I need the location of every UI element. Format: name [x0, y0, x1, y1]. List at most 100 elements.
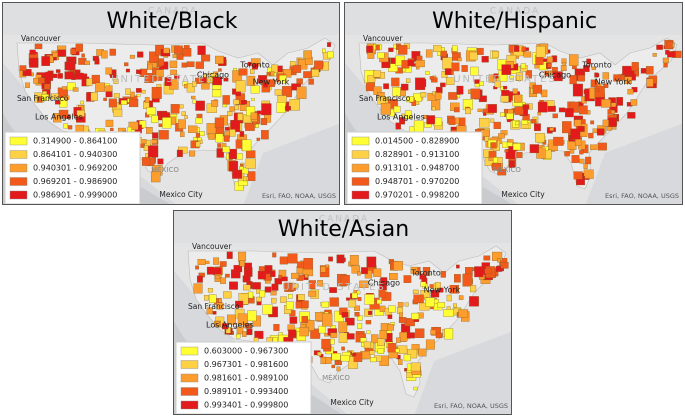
county: [299, 327, 309, 337]
county: [235, 300, 244, 308]
county: [234, 104, 239, 111]
county: [223, 77, 229, 82]
county: [101, 50, 108, 59]
county: [75, 72, 84, 80]
county: [223, 291, 232, 299]
place-label: Vancouver: [21, 34, 61, 43]
place-label: Mexico City: [501, 190, 545, 199]
county: [218, 298, 223, 303]
county: [222, 95, 230, 105]
county: [493, 156, 499, 164]
county: [303, 258, 313, 270]
county: [195, 77, 201, 84]
county: [505, 148, 516, 159]
attribution: Esri, FAO, NOAA, USGS: [262, 192, 336, 200]
county: [512, 143, 521, 151]
county: [109, 73, 117, 78]
county: [663, 62, 668, 68]
place-label: San Francisco: [359, 94, 411, 103]
county: [387, 343, 397, 353]
county: [29, 49, 36, 55]
county: [213, 267, 222, 276]
county: [529, 144, 540, 154]
county: [369, 350, 375, 355]
county: [325, 356, 332, 364]
county: [291, 272, 300, 279]
place-label: San Francisco: [17, 94, 69, 103]
county: [310, 328, 321, 339]
county: [579, 105, 588, 115]
county: [239, 131, 245, 137]
county: [163, 47, 170, 54]
county: [283, 69, 292, 78]
county: [272, 252, 277, 258]
county: [92, 55, 99, 61]
county: [55, 69, 61, 73]
county: [446, 306, 451, 310]
county: [603, 83, 609, 88]
county: [212, 89, 222, 98]
county: [229, 281, 238, 290]
county: [442, 57, 453, 70]
county: [240, 163, 244, 167]
county: [645, 66, 654, 75]
county: [215, 275, 221, 280]
county: [238, 68, 248, 76]
county: [594, 85, 605, 98]
county: [287, 253, 298, 264]
county: [451, 62, 460, 72]
legend-label: 0.014500 - 0.828900: [375, 137, 459, 146]
county: [220, 277, 226, 284]
county: [602, 119, 609, 127]
county: [109, 48, 116, 56]
county: [469, 296, 479, 307]
county: [477, 108, 482, 113]
county: [146, 107, 157, 115]
county: [583, 169, 594, 179]
county: [523, 51, 532, 58]
county: [308, 280, 316, 289]
place-label: Toronto: [410, 269, 441, 278]
county: [212, 311, 217, 315]
county: [613, 74, 621, 82]
county: [229, 106, 236, 112]
county: [204, 260, 210, 265]
county: [193, 283, 203, 294]
county: [137, 51, 144, 58]
county: [415, 328, 425, 338]
county: [232, 169, 243, 179]
county: [330, 332, 338, 338]
county: [537, 111, 541, 116]
county: [541, 89, 548, 98]
county: [113, 93, 120, 98]
county: [195, 141, 201, 148]
county: [500, 262, 509, 269]
county: [293, 283, 299, 289]
county: [215, 133, 224, 143]
county: [128, 121, 139, 130]
legend-swatch: [9, 150, 28, 159]
county: [216, 302, 224, 310]
county: [306, 320, 315, 331]
county: [453, 303, 457, 308]
county: [583, 89, 588, 95]
county: [289, 99, 300, 111]
county: [192, 81, 197, 87]
county: [590, 79, 598, 88]
county: [352, 353, 357, 357]
county: [508, 160, 515, 168]
county: [289, 61, 296, 67]
county: [377, 338, 385, 347]
place-label: UNITED STATES: [453, 74, 557, 85]
county: [314, 60, 324, 70]
county: [282, 86, 292, 98]
county: [141, 89, 146, 94]
county: [272, 337, 278, 343]
county: [397, 359, 403, 365]
county: [606, 126, 613, 131]
county: [247, 291, 254, 299]
county: [500, 95, 509, 103]
county: [151, 86, 162, 99]
county: [232, 99, 240, 105]
county: [419, 273, 427, 280]
